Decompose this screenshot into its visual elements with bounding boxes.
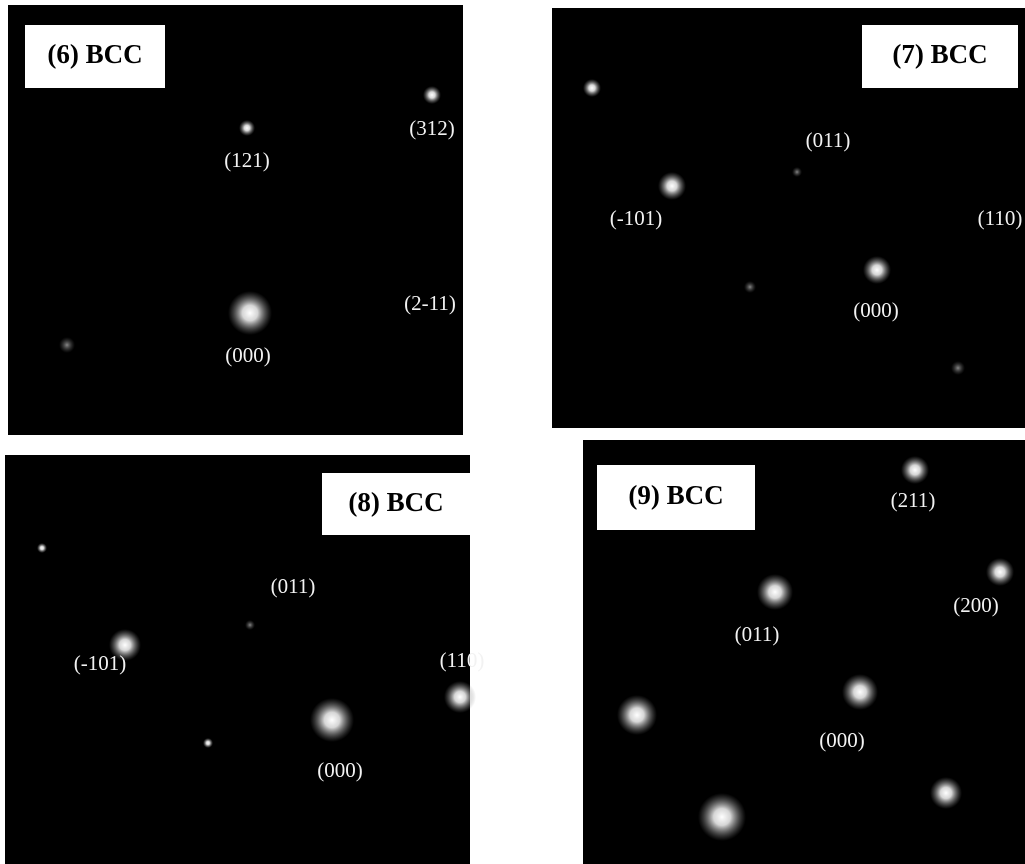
panel: (8) BCC (011) (-101) (110) (000) [5,455,484,864]
spot-label: (200) [953,593,999,617]
spot [37,543,47,553]
spot [228,291,272,335]
panel: (6) BCC (312) (121) (2-11) (000) [8,5,463,435]
spot [863,256,891,284]
spot [203,738,213,748]
panel: (7) BCC (011) (-101) (110) (000) [552,8,1025,428]
spot-label: (-101) [74,651,126,675]
spot-label: (211) [891,488,936,512]
spot [930,777,962,809]
spot-label: (011) [735,622,780,646]
spot [583,79,601,97]
spot [59,337,75,353]
spot [901,456,929,484]
spot-label: (000) [225,343,271,367]
spot-label: (110) [440,648,485,672]
spot [444,681,476,713]
spot [239,120,255,136]
panel-title: (8) BCC [348,487,443,517]
spot-label: (000) [317,758,363,782]
page: (6) BCC (312) (121) (2-11) (000) (7) BCC… [0,0,1025,864]
spot [617,695,657,735]
spot [245,620,255,630]
spot [792,167,802,177]
spot [698,793,746,841]
spot [310,698,354,742]
figure: (6) BCC (312) (121) (2-11) (000) (7) BCC… [0,0,1025,864]
panel-title: (6) BCC [47,39,142,69]
panel: (9) BCC (211) (200) (011) (000) [583,440,1025,864]
panel-title: (9) BCC [628,480,723,510]
spot-label: (-101) [610,206,662,230]
spot [986,558,1014,586]
spot-label: (312) [409,116,455,140]
spot-label: (2-11) [404,291,456,315]
spot [658,172,686,200]
spot-label: (011) [271,574,316,598]
panel-title: (7) BCC [892,39,987,69]
spot [842,674,878,710]
spot-label: (110) [978,206,1023,230]
spot [757,574,793,610]
spot [951,361,965,375]
spot-label: (000) [819,728,865,752]
spot [423,86,441,104]
spot [744,281,756,293]
spot-label: (121) [224,148,270,172]
spot-label: (000) [853,298,899,322]
spot-label: (011) [806,128,851,152]
